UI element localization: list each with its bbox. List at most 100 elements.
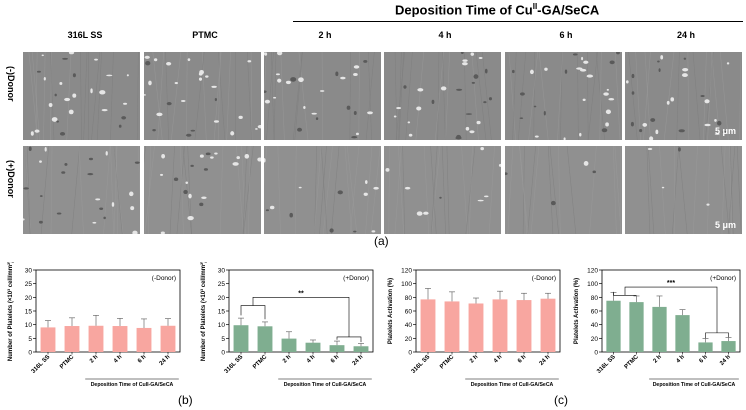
sem-micrograph-plus-donor-1 <box>144 146 261 234</box>
bar-2-h <box>652 306 667 352</box>
bar-6-h <box>136 327 152 352</box>
chart-annotation: (-Donor) <box>152 275 176 282</box>
y-tick-label: 120 <box>587 268 598 275</box>
x-tick-label: 2 h <box>282 354 293 365</box>
x-tick-label: PTMC <box>252 354 269 371</box>
x-tick-label: 24 h <box>719 354 732 367</box>
bar-2-h <box>281 338 297 352</box>
y-tick-label: 0 <box>221 350 225 357</box>
x-tick-label: 316L SS <box>596 354 617 375</box>
y-tick-label: 20 <box>25 295 33 302</box>
significance-bracket-bridge <box>252 297 350 337</box>
sem-micrograph-plus-donor-2 <box>264 146 381 234</box>
sem-micrograph-minus-donor-0 <box>23 52 140 140</box>
chart-platelet-count-minus-donor: 0 5 10 15 20 25 30 Number of Platelets (×10³ ce… <box>7 262 181 388</box>
bar-24-h <box>721 341 736 352</box>
significance-bracket-bridge <box>624 286 718 333</box>
bar-316l-ss <box>606 300 621 352</box>
y-tick-label: 80 <box>405 295 413 302</box>
bar-2-h <box>468 303 484 352</box>
x-tick-label: 2 h <box>89 354 100 365</box>
significance-bracket-left <box>613 291 637 296</box>
bar-4-h <box>492 299 508 352</box>
x-axis-label: Deposition Time of CuII-GA/SeCA <box>284 382 367 388</box>
bar-6-h <box>516 300 532 352</box>
y-tick-label: 40 <box>405 322 413 329</box>
y-tick-label: 60 <box>405 309 413 316</box>
chart-annotation: (-Donor) <box>532 275 556 282</box>
y-tick-label: 30 <box>218 268 226 275</box>
y-tick-label: 15 <box>218 309 226 316</box>
sem-micrograph-plus-donor-5: 5 μm <box>625 146 742 234</box>
panel-label-a: (a) <box>374 234 389 248</box>
y-axis-label: Number of Platelets (×10³ cell/mm²) <box>200 262 207 361</box>
x-tick-label: 6 h <box>517 354 528 365</box>
y-axis-label: Number of Platelets (×10³ cell/mm²) <box>7 262 14 361</box>
x-tick-label: 2 h <box>469 354 480 365</box>
column-header-24h: 24 h <box>676 30 695 40</box>
column-header-2h: 2 h <box>318 30 332 40</box>
row-label-minus-donor: (-)Donor <box>6 66 16 102</box>
sem-micrograph-minus-donor-2 <box>264 52 381 140</box>
bar-ptmc <box>64 326 80 352</box>
bar-316l-ss <box>233 325 249 352</box>
sem-micrograph-plus-donor-0 <box>23 146 140 234</box>
x-tick-label: 316L SS <box>411 354 432 375</box>
y-tick-label: 10 <box>25 322 33 329</box>
x-tick-label: 24 h <box>159 354 172 367</box>
significance-label: *** <box>667 280 675 287</box>
y-tick-label: 15 <box>25 309 33 316</box>
x-tick-label: 24 h <box>352 354 365 367</box>
y-tick-label: 20 <box>218 295 226 302</box>
y-tick-label: 0 <box>28 350 32 357</box>
plot-frame <box>35 269 181 353</box>
y-tick-label: 25 <box>25 281 33 288</box>
y-tick-label: 40 <box>591 322 599 329</box>
panel-label-b: (b) <box>178 393 193 407</box>
x-tick-label: 316L SS <box>31 354 52 375</box>
chart-platelet-count-plus-donor: 0 5 10 15 20 25 30 Number of Platelets (×10³ ce… <box>200 262 374 388</box>
bar-24-h <box>160 325 176 352</box>
x-axis-label: Deposition Time of CuII-GA/SeCA <box>653 382 736 388</box>
y-axis-label: Platelets Activation (%) <box>388 278 394 344</box>
chart-annotation: (+Donor) <box>343 275 369 282</box>
y-tick-label: 100 <box>587 281 598 288</box>
y-tick-label: 10 <box>218 322 226 329</box>
y-tick-label: 120 <box>401 268 412 275</box>
x-tick-label: 6 h <box>137 354 148 365</box>
sem-micrograph-minus-donor-1 <box>144 52 261 140</box>
bar-24-h <box>353 346 369 352</box>
scale-bar-label: 5 μm <box>714 220 736 230</box>
significance-bracket-right <box>705 332 729 338</box>
y-tick-label: 60 <box>591 309 599 316</box>
chart-platelet-activation-minus-donor: 0 20 40 60 80 100 120 Platelets Activation (%) 3… <box>388 268 561 388</box>
significance-bracket-right <box>336 336 362 343</box>
bar-ptmc <box>444 301 460 352</box>
bar-6-h <box>698 342 713 352</box>
x-tick-label: 4 h <box>306 354 317 365</box>
y-tick-label: 5 <box>221 336 225 343</box>
x-tick-label: 6 h <box>330 354 341 365</box>
chart-platelet-activation-plus-donor: 0 20 40 60 80 100 120 Platelets Activation (%) 3… <box>574 268 741 388</box>
chart-annotation: (+Donor) <box>710 275 736 282</box>
y-tick-label: 25 <box>218 281 226 288</box>
x-axis-label: Deposition Time of CuII-GA/SeCA <box>91 382 174 388</box>
x-tick-label: 4 h <box>113 354 124 365</box>
bar-316l-ss <box>40 327 56 352</box>
significance-label: ** <box>298 290 304 297</box>
sem-micrograph-plus-donor-4 <box>505 146 622 234</box>
x-tick-label: PTMC <box>439 354 456 371</box>
y-tick-label: 0 <box>594 350 598 357</box>
y-axis-label: Platelets Activation (%) <box>574 278 580 344</box>
scale-bar-label: 5 μm <box>714 126 736 136</box>
deposition-group-title: Deposition Time of CuII-GA/SeCA <box>395 2 600 18</box>
sem-micrograph-minus-donor-3 <box>384 52 501 140</box>
significance-bracket-left <box>240 305 266 320</box>
bar-ptmc <box>629 302 644 352</box>
y-tick-label: 30 <box>25 268 33 275</box>
sem-micrograph-minus-donor-5: 5 μm <box>625 52 742 140</box>
x-tick-label: 6 h <box>699 354 710 365</box>
column-header-ptmc: PTMC <box>192 30 218 40</box>
panel-label-c: (c) <box>554 393 568 407</box>
x-tick-label: 2 h <box>653 354 664 365</box>
